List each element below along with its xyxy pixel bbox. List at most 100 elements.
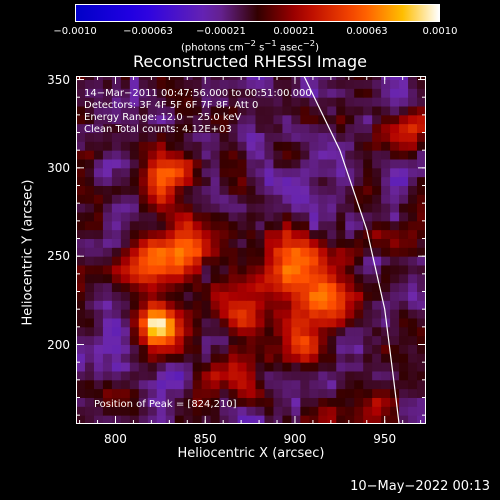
heatmap-cell	[210, 388, 221, 398]
heatmap-cell	[363, 212, 373, 222]
heatmap-cell	[210, 132, 221, 142]
heatmap-cell	[273, 220, 284, 231]
heatmap-cell	[192, 335, 203, 345]
heatmap-cell	[264, 388, 275, 398]
heatmap-cell	[120, 97, 131, 107]
heatmap-cell	[300, 229, 310, 239]
heatmap-cell	[156, 318, 167, 328]
heatmap-cell	[354, 265, 364, 275]
heatmap-cell	[183, 76, 194, 81]
heatmap-cell	[309, 88, 319, 98]
heatmap-cell	[408, 150, 418, 160]
heatmap-cell	[264, 76, 275, 81]
heatmap-cell	[273, 379, 284, 390]
heatmap-cell	[327, 282, 337, 292]
heatmap-cell	[417, 167, 426, 178]
heatmap-cell	[129, 309, 140, 319]
heatmap-cell	[174, 79, 185, 89]
heatmap-cell	[372, 247, 382, 257]
heatmap-cell	[399, 309, 409, 319]
heatmap-cell	[318, 265, 328, 275]
heatmap-cell	[165, 379, 176, 390]
heatmap-cell	[300, 247, 310, 257]
heatmap-cell	[219, 247, 230, 257]
heatmap-cell	[399, 353, 409, 363]
heatmap-cell	[84, 282, 95, 292]
heatmap-cell	[327, 265, 337, 275]
heatmap-cell	[399, 415, 409, 424]
heatmap-cell	[156, 300, 167, 310]
heatmap-cell	[354, 309, 364, 319]
heatmap-cell	[76, 379, 86, 390]
heatmap-cell	[390, 344, 400, 354]
heatmap-cell	[129, 159, 140, 169]
heatmap-cell	[201, 397, 212, 407]
heatmap-cell	[372, 185, 382, 195]
heatmap-cell	[111, 397, 122, 407]
heatmap-cell	[264, 238, 275, 248]
heatmap-cell	[129, 335, 140, 345]
heatmap-cell	[327, 300, 337, 310]
heatmap-cell	[210, 97, 221, 107]
heatmap-cell	[246, 176, 257, 186]
heatmap-cell	[327, 203, 337, 213]
heatmap-cell	[363, 203, 373, 213]
heatmap-cell	[201, 300, 212, 310]
heatmap-cell	[165, 106, 176, 116]
heatmap-cell	[201, 141, 212, 151]
heatmap-cell	[327, 388, 337, 398]
heatmap-cell	[165, 141, 176, 151]
heatmap-cell	[156, 88, 167, 98]
heatmap-cell	[246, 203, 257, 213]
heatmap-cell	[282, 300, 292, 310]
heatmap-cell	[390, 300, 400, 310]
heatmap-cell	[318, 388, 328, 398]
heatmap-cell	[255, 76, 266, 81]
heatmap-cell	[183, 167, 194, 178]
heatmap-cell	[381, 141, 391, 151]
heatmap-cell	[282, 282, 292, 292]
heatmap-cell	[138, 371, 149, 381]
heatmap-cell	[219, 76, 230, 81]
heatmap-cell	[282, 265, 292, 275]
heatmap-cell	[111, 76, 122, 81]
heatmap-cell	[390, 353, 400, 363]
heatmap-cell	[201, 256, 212, 266]
heatmap-cell	[165, 256, 176, 266]
heatmap-cell	[183, 256, 194, 266]
heatmap-cell	[408, 265, 418, 275]
heatmap-cell	[210, 79, 221, 89]
heatmap-cell	[327, 159, 337, 169]
heatmap-cell	[264, 123, 275, 133]
heatmap-cell	[210, 194, 221, 204]
heatmap-cell	[219, 291, 230, 301]
heatmap-cell	[309, 273, 319, 284]
heatmap-cell	[102, 256, 113, 266]
heatmap-cell	[102, 309, 113, 319]
heatmap-cell	[273, 238, 284, 248]
heatmap-cell	[219, 220, 230, 231]
heatmap-cell	[219, 123, 230, 133]
heatmap-cell	[120, 159, 131, 169]
heatmap-cell	[363, 309, 373, 319]
heatmap-cell	[165, 388, 176, 398]
heatmap-cell	[183, 229, 194, 239]
heatmap-cell	[192, 300, 203, 310]
heatmap-cell	[372, 326, 382, 337]
heatmap-cell	[111, 415, 122, 424]
heatmap-cell	[282, 344, 292, 354]
heatmap-cell	[120, 79, 131, 89]
heatmap-cell	[282, 220, 292, 231]
heatmap-cell	[192, 344, 203, 354]
heatmap-cell	[363, 406, 373, 416]
heatmap-cell	[192, 247, 203, 257]
heatmap-cell	[255, 106, 266, 116]
heatmap-cell	[76, 256, 86, 266]
heatmap-cell	[138, 291, 149, 301]
heatmap-cell	[219, 141, 230, 151]
heatmap-cell	[327, 335, 337, 345]
heatmap-cell	[345, 220, 355, 231]
heatmap-cell	[219, 388, 230, 398]
heatmap-cell	[408, 238, 418, 248]
heatmap-cell	[84, 318, 95, 328]
